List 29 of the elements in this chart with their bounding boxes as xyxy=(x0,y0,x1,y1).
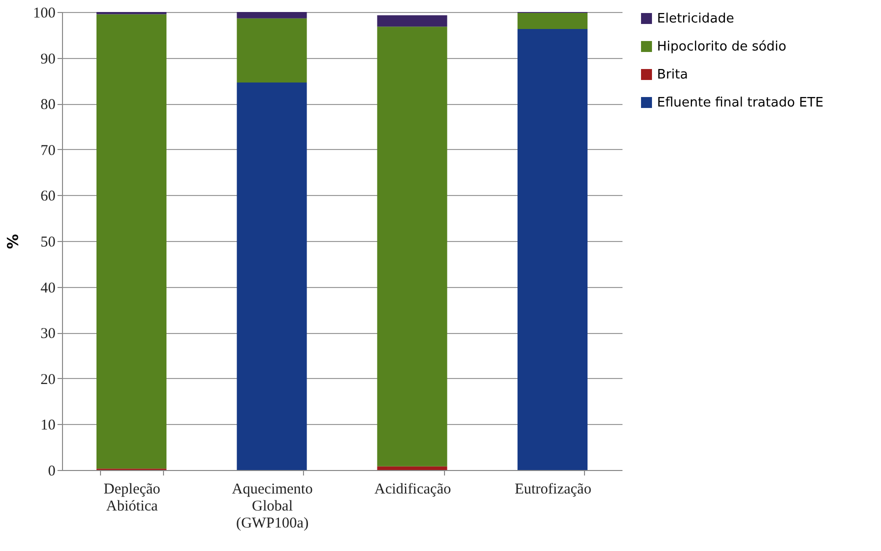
bar xyxy=(377,26,448,466)
bar xyxy=(377,15,448,27)
y-axis-title: % xyxy=(4,234,22,250)
legend-label: Eletricidade xyxy=(657,12,734,26)
y-tick-label: 0 xyxy=(48,464,56,480)
legend-label: Efluente final tratado ETE xyxy=(657,96,824,110)
y-tick-label: 50 xyxy=(40,234,56,250)
y-tick-label: 90 xyxy=(40,51,56,68)
y-tick-label: 40 xyxy=(40,280,56,296)
x-tick-label: Depleção Abiótica xyxy=(104,482,160,514)
bar xyxy=(377,466,448,470)
y-tick-label: 10 xyxy=(40,418,56,434)
x-tick-label: Aquecimento Global (GWP100a) xyxy=(232,482,313,532)
bar xyxy=(96,14,166,469)
bar xyxy=(518,12,588,29)
legend-label: Hipoclorito de sódio xyxy=(657,40,786,54)
legend-label: Brita xyxy=(657,68,688,82)
x-tick-label: Eutrofização xyxy=(514,482,592,498)
bar xyxy=(518,28,588,470)
y-tick-label: 20 xyxy=(40,372,56,388)
bar xyxy=(236,18,307,83)
y-tick-label: 70 xyxy=(40,142,56,159)
x-tick-label: Acidificação xyxy=(374,482,451,498)
y-tick-label: 80 xyxy=(40,97,56,114)
bar xyxy=(236,12,307,18)
y-tick-label: 60 xyxy=(40,188,56,205)
y-tick-label: 100 xyxy=(33,6,56,22)
bar xyxy=(236,82,307,470)
y-tick-label: 30 xyxy=(40,326,56,342)
